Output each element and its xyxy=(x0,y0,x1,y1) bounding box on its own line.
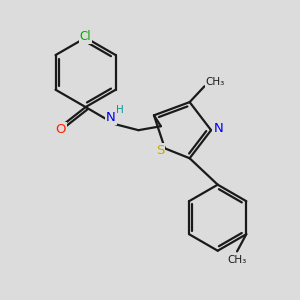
Text: Cl: Cl xyxy=(80,30,92,43)
Text: S: S xyxy=(156,145,164,158)
Text: H: H xyxy=(116,105,124,116)
Text: N: N xyxy=(106,111,116,124)
Text: CH₃: CH₃ xyxy=(227,255,247,265)
Text: O: O xyxy=(56,123,66,136)
Text: N: N xyxy=(214,122,223,135)
Text: CH₃: CH₃ xyxy=(206,77,225,87)
